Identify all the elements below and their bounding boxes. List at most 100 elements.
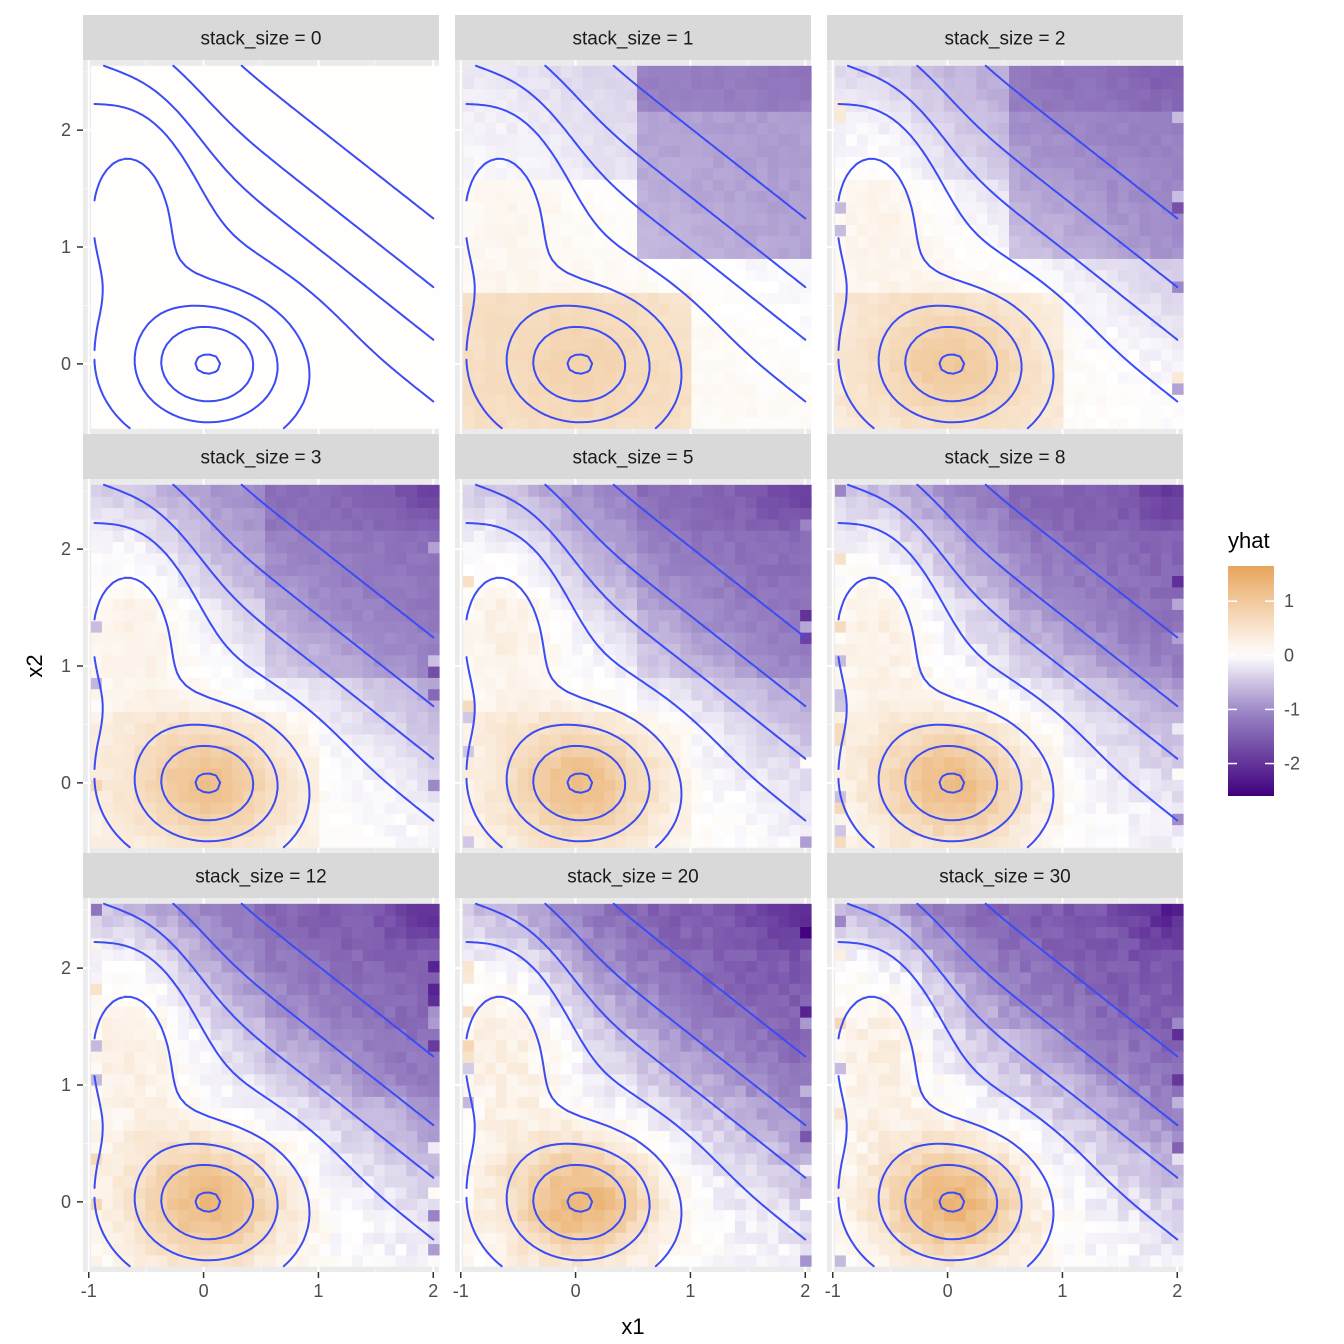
raster-tile [1128, 111, 1141, 124]
raster-tile [101, 779, 114, 792]
raster-tile [428, 733, 440, 746]
raster-tile [352, 145, 364, 158]
raster-tile [463, 688, 475, 701]
raster-tile [91, 722, 103, 735]
raster-tile [745, 586, 758, 599]
raster-tile [275, 688, 288, 701]
raster-tile [199, 541, 212, 554]
raster-tile [1117, 247, 1130, 259]
raster-tile [778, 360, 790, 373]
raster-tile [998, 77, 1010, 90]
raster-tile [254, 190, 266, 203]
raster-tile [167, 405, 179, 418]
raster-tile [297, 779, 310, 792]
raster-tile [615, 767, 627, 780]
raster-tile [91, 575, 103, 588]
raster-tile [778, 145, 790, 158]
raster-tile [395, 179, 407, 191]
raster-tile [626, 813, 638, 826]
raster-tile [506, 654, 518, 667]
raster-tile [275, 280, 288, 293]
raster-tile [232, 699, 244, 712]
raster-tile [145, 65, 157, 78]
raster-tile [1009, 99, 1021, 112]
raster-tile [745, 756, 758, 769]
raster-tile [1161, 382, 1173, 395]
raster-tile [713, 779, 725, 792]
raster-tile [134, 711, 146, 724]
raster-tile [1161, 122, 1173, 135]
raster-tile [352, 371, 364, 384]
raster-tile [789, 643, 801, 656]
facet-panel-2: stack_size = 2 [827, 15, 1184, 434]
raster-tile [199, 258, 212, 271]
raster-tile [571, 711, 584, 724]
raster-tile [167, 371, 179, 384]
raster-tile [188, 280, 201, 293]
raster-tile [134, 699, 146, 712]
raster-tile [517, 790, 529, 803]
raster-tile [495, 586, 508, 599]
raster-tile [593, 394, 605, 407]
raster-tile [145, 247, 157, 259]
raster-tile [362, 835, 375, 848]
raster-tile [406, 507, 418, 520]
raster-tile [254, 348, 266, 361]
raster-tile [943, 88, 956, 101]
raster-tile [210, 677, 223, 690]
raster-tile [1074, 326, 1086, 339]
raster-tile [406, 122, 418, 135]
raster-tile [734, 790, 747, 803]
raster-tile [867, 88, 880, 101]
raster-tile [560, 405, 573, 418]
raster-tile [373, 609, 386, 622]
raster-tile [417, 133, 429, 146]
raster-tile [352, 813, 364, 826]
contour-lines [93, 483, 435, 849]
raster-tile [691, 620, 703, 633]
raster-tile [286, 77, 299, 90]
raster-tile [800, 371, 812, 384]
raster-tile [582, 303, 595, 316]
raster-tile [800, 156, 812, 169]
raster-tile [571, 337, 584, 350]
raster-tile [1085, 247, 1097, 259]
raster-tile [1041, 292, 1054, 305]
raster-tile [384, 213, 397, 225]
raster-tile [210, 337, 223, 350]
raster-tile [767, 575, 779, 588]
raster-tile [789, 733, 801, 746]
raster-tile [417, 179, 429, 191]
raster-tile [789, 835, 801, 848]
raster-tile [691, 643, 703, 656]
raster-tile [188, 733, 201, 746]
raster-tile [539, 824, 551, 837]
raster-tile [680, 722, 692, 735]
raster-tile [243, 790, 255, 803]
raster-tile [210, 824, 223, 837]
raster-tile [495, 292, 508, 305]
raster-tile [702, 711, 714, 724]
raster-tile [428, 303, 440, 316]
raster-tile [767, 360, 779, 373]
raster-tile [188, 496, 201, 509]
raster-tile [658, 609, 671, 622]
raster-tile [560, 699, 573, 712]
raster-tile [615, 258, 627, 271]
raster-tile [734, 835, 747, 848]
raster-tile [275, 224, 288, 237]
raster-tile [1117, 99, 1130, 112]
raster-tile [134, 813, 146, 826]
raster-tile [582, 88, 595, 101]
raster-tile [800, 756, 812, 769]
raster-tile [1041, 145, 1054, 158]
raster-tile [156, 190, 168, 203]
raster-tile [724, 235, 736, 248]
raster-tile [647, 269, 660, 282]
raster-tile [145, 575, 157, 588]
raster-tile [406, 801, 418, 814]
raster-tile [560, 666, 573, 678]
raster-tile [658, 99, 671, 112]
raster-tile [134, 371, 146, 384]
raster-tile [626, 258, 638, 271]
